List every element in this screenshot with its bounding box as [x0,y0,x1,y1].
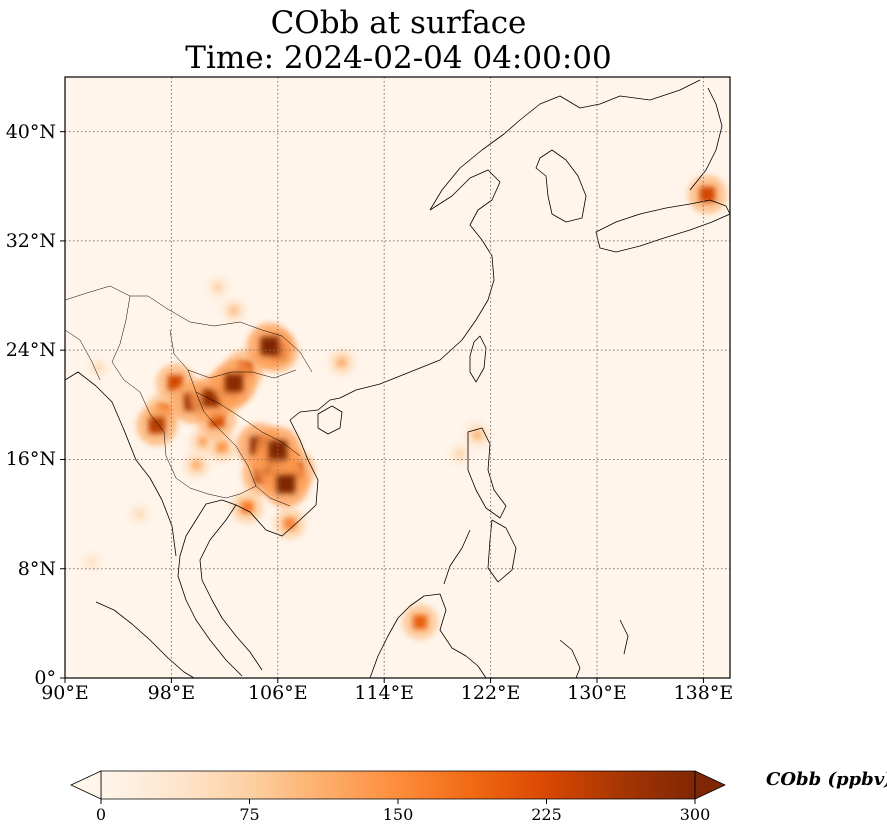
coastlines [65,79,730,678]
hotspot-core [198,436,209,447]
hotspot [81,551,103,573]
hotspot [183,451,211,479]
lat-tick-label: 24°N [5,339,56,362]
colorbar-tick-label: 300 [679,805,711,824]
hotspot-core [455,449,465,459]
lon-tick-label: 122°E [460,682,521,704]
hotspot-core [87,558,96,566]
hotspot [402,603,439,640]
lon-tick-label: 114°E [354,682,414,704]
graticule [65,77,730,678]
hotspot-core [240,500,254,514]
hotspot-core [276,474,296,494]
cobb-field [81,174,727,640]
hotspot-core [336,357,347,368]
hotspot [136,404,178,446]
hotspot-core [94,364,103,372]
hotspot [328,348,356,376]
colorbar-label: CObb (ppbv) [766,769,887,790]
colorbar-tick-label: 225 [531,805,562,824]
hotspot [128,503,151,526]
colorbar-extend-low [70,770,102,800]
map-time-subtitle: Time: 2024-02-04 04:00:00 [185,40,612,76]
colorbar-extend-high [694,770,726,800]
hotspot-core [213,283,223,292]
plot-frame [64,76,731,679]
hotspot [211,360,257,406]
colorbar-ticks [100,799,696,804]
hotspot-core [413,614,428,630]
colorbar-tick-label: 75 [239,805,260,824]
map-title: CObb at surface [270,5,527,41]
hotspot [87,356,110,379]
colorbar-gradient [100,770,696,800]
lon-tick-label: 138°E [673,682,734,704]
hotspot [687,174,727,214]
hotspot-core [216,441,228,453]
lat-tick-label: 40°N [5,120,56,143]
hotspot [230,490,264,524]
lat-tick-label: 16°N [5,448,56,471]
lon-tick-label: 106°E [247,682,308,704]
hotspot-core [260,336,280,356]
colorbar-tick-label: 150 [382,805,414,824]
hotspot [206,275,230,299]
lon-tick-label: 90°E [41,682,89,704]
colorbar-tick-label: 0 [95,805,107,824]
lon-tick-label: 130°E [567,682,627,704]
lat-tick-label: 32°N [5,229,56,252]
hotspot [221,298,247,324]
hotspot-core [224,373,244,393]
hotspot [246,323,293,370]
axis-ticks [60,131,704,683]
hotspot-core [148,417,165,434]
hotspot-core [472,430,483,440]
hotspot-core [191,459,202,470]
lat-tick-label: 8°N [17,557,56,580]
hotspot [273,507,306,540]
hotspot-core [229,306,239,316]
hotspot-core [135,510,144,518]
hotspot [464,421,491,448]
lat-tick-label: 0° [34,667,56,689]
country-borders [65,285,313,507]
lon-tick-label: 98°E [147,682,196,704]
